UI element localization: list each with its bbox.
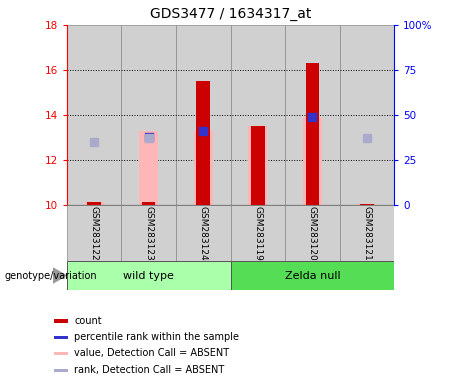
Bar: [121, 205, 176, 261]
Text: value, Detection Call = ABSENT: value, Detection Call = ABSENT: [75, 348, 230, 358]
Bar: [67, 25, 121, 205]
Text: GSM283122: GSM283122: [89, 206, 99, 261]
Bar: [357, 204, 377, 205]
Text: Zelda null: Zelda null: [284, 270, 340, 281]
Bar: [67, 205, 121, 261]
Bar: [121, 25, 176, 205]
Bar: [54, 319, 68, 323]
Text: GSM283120: GSM283120: [308, 206, 317, 261]
Point: [200, 128, 207, 134]
Point: [309, 114, 316, 121]
Bar: [87, 202, 101, 205]
Text: GSM283123: GSM283123: [144, 206, 153, 261]
Bar: [230, 205, 285, 261]
Bar: [230, 261, 394, 290]
Bar: [54, 336, 68, 339]
Text: GSM283119: GSM283119: [253, 206, 262, 261]
Point: [145, 134, 152, 140]
Point: [145, 135, 152, 141]
Bar: [54, 352, 68, 355]
Point: [90, 139, 98, 146]
Bar: [285, 25, 340, 205]
Bar: [84, 202, 104, 205]
Bar: [142, 202, 155, 205]
Text: GSM283124: GSM283124: [199, 206, 208, 261]
Bar: [176, 25, 230, 205]
Polygon shape: [53, 268, 66, 283]
Bar: [360, 204, 374, 205]
Text: percentile rank within the sample: percentile rank within the sample: [75, 332, 240, 342]
Text: rank, Detection Call = ABSENT: rank, Detection Call = ABSENT: [75, 365, 225, 375]
Bar: [340, 205, 394, 261]
Bar: [139, 131, 158, 205]
Point: [363, 135, 371, 141]
Text: count: count: [75, 316, 102, 326]
Bar: [67, 261, 230, 290]
Bar: [54, 369, 68, 372]
Bar: [251, 126, 265, 205]
Bar: [340, 25, 394, 205]
Text: GSM283121: GSM283121: [362, 206, 372, 261]
Bar: [303, 118, 322, 205]
Title: GDS3477 / 1634317_at: GDS3477 / 1634317_at: [150, 7, 311, 21]
Text: genotype/variation: genotype/variation: [5, 270, 97, 281]
Bar: [248, 126, 267, 205]
Bar: [230, 25, 285, 205]
Bar: [306, 63, 319, 205]
Bar: [176, 205, 230, 261]
Bar: [194, 131, 213, 205]
Bar: [196, 81, 210, 205]
Text: wild type: wild type: [123, 270, 174, 281]
Bar: [285, 205, 340, 261]
